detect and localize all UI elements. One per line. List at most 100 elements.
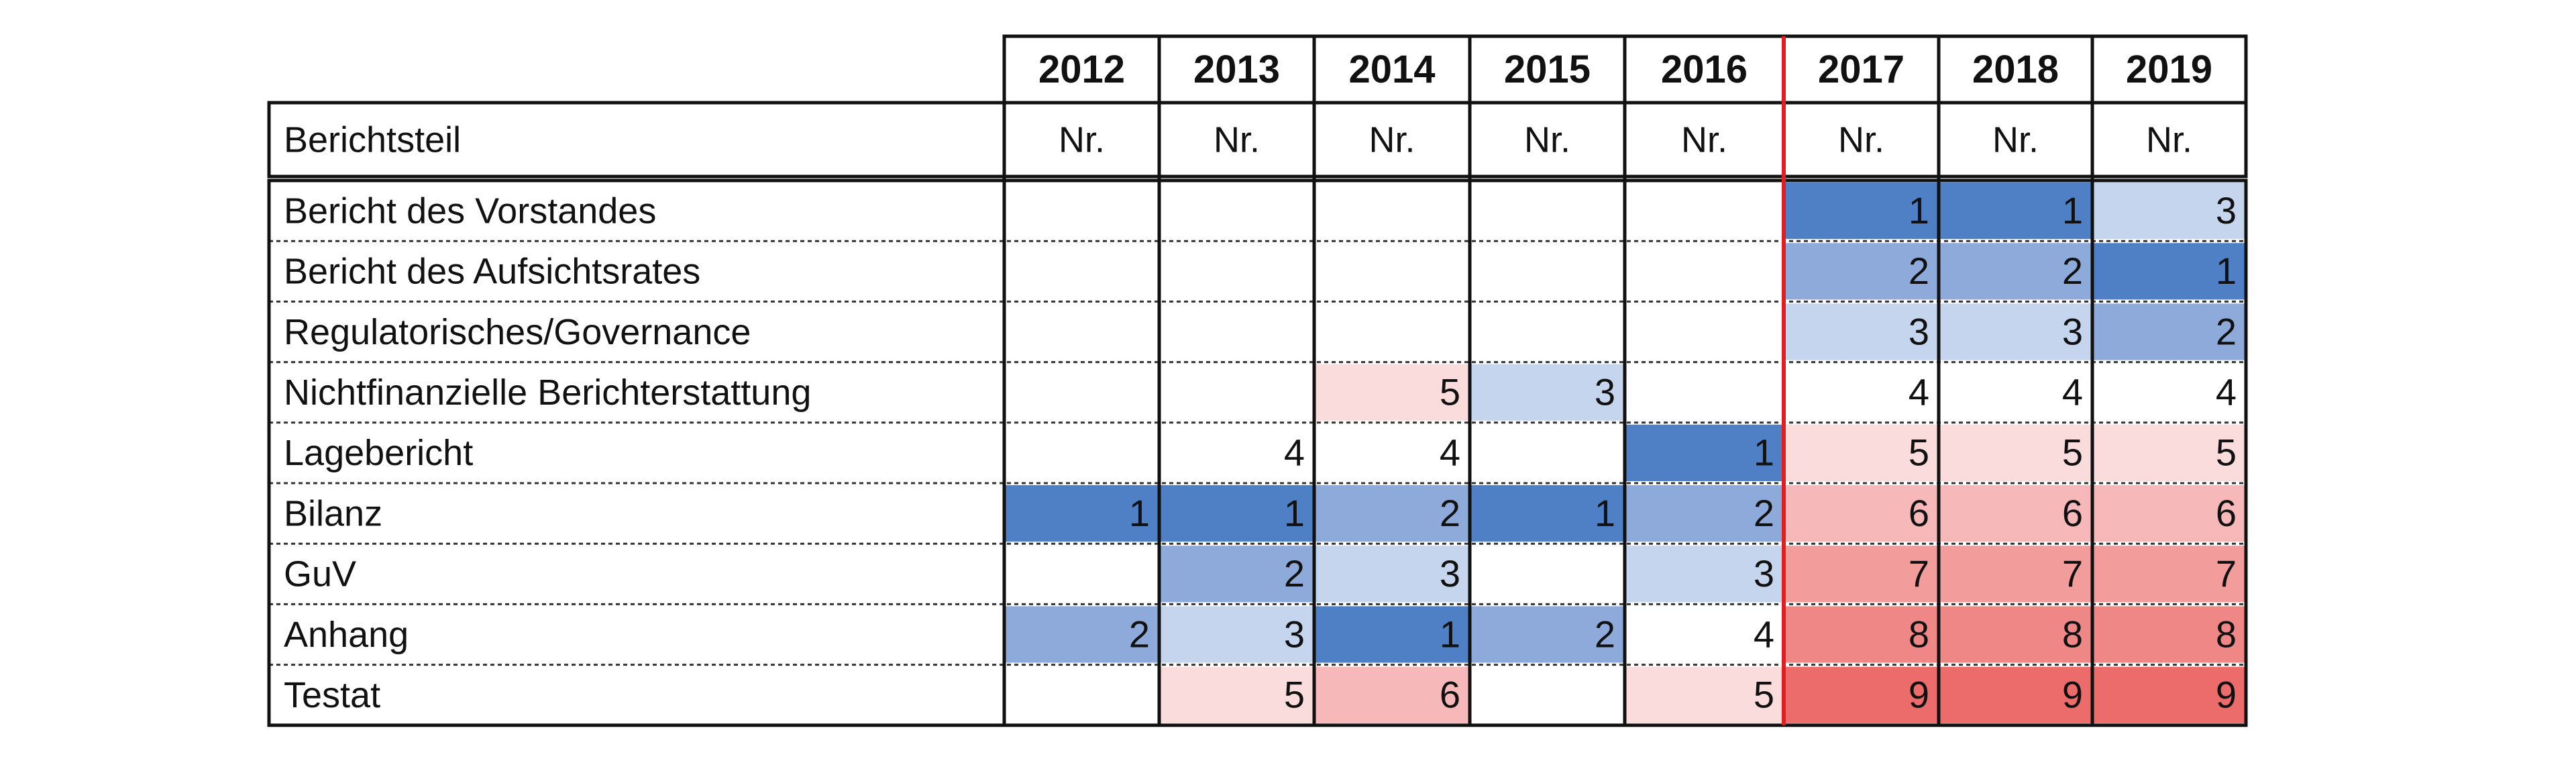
cell-fill — [1625, 666, 1784, 723]
cell-value: 2 — [1754, 492, 1774, 534]
cell-value: 3 — [1595, 370, 1615, 413]
year-header: 2017 — [1818, 48, 1904, 91]
unit-header: Nr. — [1368, 119, 1415, 160]
cell-fill — [1159, 485, 1314, 542]
cell-fill — [2092, 183, 2246, 240]
cell-fill — [1004, 606, 1159, 663]
row-label: Nichtfinanzielle Berichterstattung — [284, 372, 811, 413]
cell-fill — [1314, 485, 1470, 542]
cell-value: 2 — [1909, 250, 1929, 292]
year-header: 2018 — [1972, 48, 2059, 91]
cell-value: 9 — [2216, 673, 2237, 715]
cell-value: 5 — [1909, 431, 1929, 474]
cell-fill — [1784, 303, 1939, 360]
cell-value: 1 — [1129, 492, 1150, 534]
year-header: 2016 — [1661, 48, 1748, 91]
year-header: 2013 — [1193, 48, 1280, 91]
unit-header: Nr. — [1524, 119, 1570, 160]
cell-fill — [1159, 606, 1314, 663]
cell-fill — [2092, 303, 2246, 360]
cell-value: 3 — [1440, 552, 1460, 595]
cell-fill — [1004, 485, 1159, 542]
cell-value: 2 — [2216, 310, 2237, 352]
cell-fill — [1939, 183, 2092, 240]
year-header: 2019 — [2126, 48, 2212, 91]
cell-value: 1 — [2216, 250, 2237, 292]
cell-value: 5 — [1440, 370, 1460, 413]
cell-value: 1 — [2062, 189, 2083, 232]
cell-fill — [1470, 606, 1625, 663]
unit-header: Nr. — [1059, 119, 1105, 160]
cell-value: 2 — [2062, 250, 2083, 292]
cell-value: 1 — [1754, 431, 1774, 474]
body-border — [267, 178, 2248, 727]
cell-value: 6 — [1909, 492, 1929, 534]
cell-fill — [1939, 424, 2092, 481]
cell-value: 7 — [2216, 552, 2237, 595]
unit-header: Nr. — [1992, 119, 2039, 160]
cell-fill — [1939, 606, 2092, 663]
cell-fill — [1784, 666, 1939, 723]
unit-header: Nr. — [2146, 119, 2192, 160]
cell-value: 1 — [1595, 492, 1615, 534]
cell-value: 5 — [1754, 673, 1774, 715]
unit-header: Nr. — [1838, 119, 1884, 160]
unit-header: Nr. — [1214, 119, 1260, 160]
cell-value: 4 — [1284, 431, 1305, 474]
row-label: Bericht des Vorstandes — [284, 191, 656, 231]
cell-fill — [2092, 485, 2246, 542]
cell-value: 4 — [1440, 431, 1460, 474]
cell-fill — [1470, 364, 1625, 421]
row-label: Bilanz — [284, 493, 382, 533]
row-label: Regulatorisches/Governance — [284, 312, 751, 352]
cell-value: 1 — [1284, 492, 1305, 534]
cell-value: 5 — [1284, 673, 1305, 715]
cell-value: 9 — [1909, 673, 1929, 715]
cell-value: 4 — [1754, 613, 1774, 655]
unit-header: Nr. — [1681, 119, 1727, 160]
cell-value: 6 — [2062, 492, 2083, 534]
cell-fill — [1784, 424, 1939, 481]
cell-value: 9 — [2062, 673, 2083, 715]
row-label: GuV — [284, 554, 356, 595]
cell-fill — [1470, 485, 1625, 542]
cell-fill — [2092, 424, 2246, 481]
cell-value: 3 — [1909, 310, 1929, 352]
cell-value: 4 — [2062, 370, 2083, 413]
cell-fill — [1625, 485, 1784, 542]
cell-value: 5 — [2216, 431, 2237, 474]
cell-value: 3 — [1284, 613, 1305, 655]
cell-fill — [1784, 546, 1939, 603]
cell-fill — [1784, 243, 1939, 300]
year-header: 2015 — [1504, 48, 1591, 91]
cell-value: 8 — [2062, 613, 2083, 655]
cell-fill — [1314, 364, 1470, 421]
row-label: Testat — [284, 675, 380, 715]
cell-value: 3 — [1754, 552, 1774, 595]
cell-value: 4 — [1909, 370, 1929, 413]
cell-value: 3 — [2216, 189, 2237, 232]
cell-fill — [1784, 485, 1939, 542]
cell-fill — [1625, 546, 1784, 603]
cell-value: 2 — [1440, 492, 1460, 534]
row-label: Bericht des Aufsichtsrates — [284, 252, 700, 292]
cell-value: 7 — [2062, 552, 2083, 595]
cell-value: 7 — [1909, 552, 1929, 595]
cell-fill — [1784, 606, 1939, 663]
cell-value: 1 — [1909, 189, 1929, 232]
cell-fill — [2092, 666, 2246, 723]
cell-value: 3 — [2062, 310, 2083, 352]
cell-fill — [1939, 546, 2092, 603]
cell-fill — [1159, 546, 1314, 603]
cell-fill — [2092, 606, 2246, 663]
cell-fill — [2092, 243, 2246, 300]
cell-fill — [1939, 666, 2092, 723]
cell-fill — [1159, 666, 1314, 723]
row-label: Anhang — [284, 615, 409, 655]
cell-value: 2 — [1284, 552, 1305, 595]
cell-fill — [1939, 243, 2092, 300]
cell-fill — [2092, 546, 2246, 603]
cell-value: 5 — [2062, 431, 2083, 474]
cell-value: 8 — [1909, 613, 1929, 655]
